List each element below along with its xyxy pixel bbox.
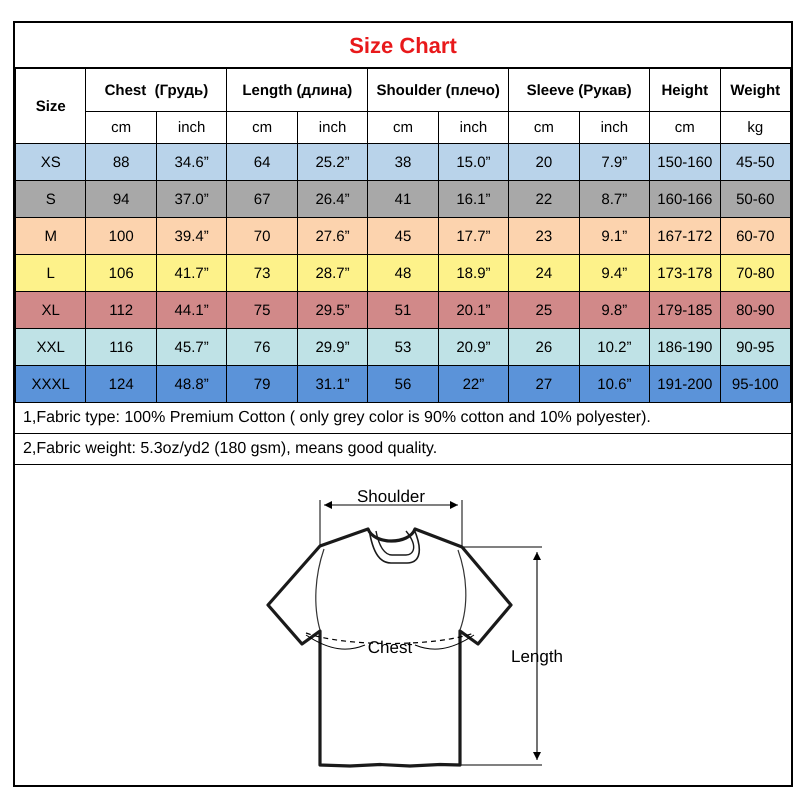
svg-text:Shoulder: Shoulder — [357, 487, 425, 506]
svg-text:Chest: Chest — [368, 638, 413, 657]
svg-text:Length: Length — [511, 647, 563, 666]
